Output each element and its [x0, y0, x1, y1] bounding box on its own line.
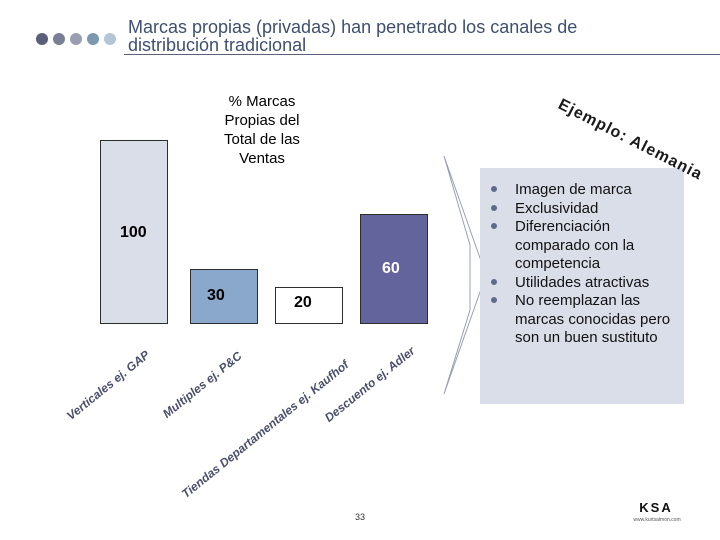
bar-value-label: 20 [294, 294, 312, 311]
page-number: 33 [354, 512, 365, 522]
header-dot [87, 33, 99, 45]
category-label: Verticales ej. GAP [64, 347, 153, 423]
chart-title-line: Ventas [239, 150, 285, 167]
bar-value-label: 30 [207, 287, 225, 304]
chart-title: % Marcas Propias del Total de las Ventas [202, 92, 322, 168]
bullet-icon [491, 297, 497, 303]
benefits-list: Imagen de marca Exclusividad Diferenciac… [488, 181, 688, 348]
bar-value-label: 100 [120, 224, 147, 241]
bullet-icon [491, 223, 497, 229]
header-dot [36, 33, 48, 45]
bullet-icon [491, 278, 497, 285]
chart-title-line: % Marcas [228, 93, 296, 110]
chart-title-line: Propias del [224, 112, 300, 129]
header-dot [70, 33, 82, 45]
chart-title-line: Total de las [224, 131, 300, 148]
slide-title-line2: distribución tradicional [128, 35, 307, 55]
category-label: Descuento ej. Adler [322, 343, 418, 425]
header-dot [53, 33, 65, 45]
bar-multiples [190, 269, 258, 324]
bullet-icon [491, 204, 497, 211]
logo-subtext: www.kurtsalmon.com [633, 517, 681, 523]
benefit-item: Imagen de marca [488, 181, 688, 200]
benefit-item: No reemplazan las marcas conocidas pero … [488, 292, 688, 348]
header-dot [104, 33, 116, 45]
slide-title-line1: Marcas propias (privadas) han penetrado … [128, 17, 578, 37]
benefits-panel [480, 168, 684, 404]
bar-value-label: 60 [382, 260, 400, 277]
slide-title: Marcas propias (privadas) han penetrado … [128, 18, 648, 54]
bar-verticales [100, 140, 168, 324]
arrow-icon [443, 155, 487, 395]
bullet-icon [491, 186, 497, 192]
benefit-item: Exclusividad [488, 200, 688, 219]
benefit-item: Diferenciación comparado con la competen… [488, 218, 688, 274]
benefit-item: Utilidades atractivas [488, 274, 688, 293]
bar-tiendas-departamentales [275, 287, 343, 324]
title-divider [124, 54, 720, 55]
bar-descuento [360, 214, 428, 324]
category-label: Multiples ej. P&C [160, 348, 245, 421]
ksa-logo: KSA [639, 500, 673, 515]
